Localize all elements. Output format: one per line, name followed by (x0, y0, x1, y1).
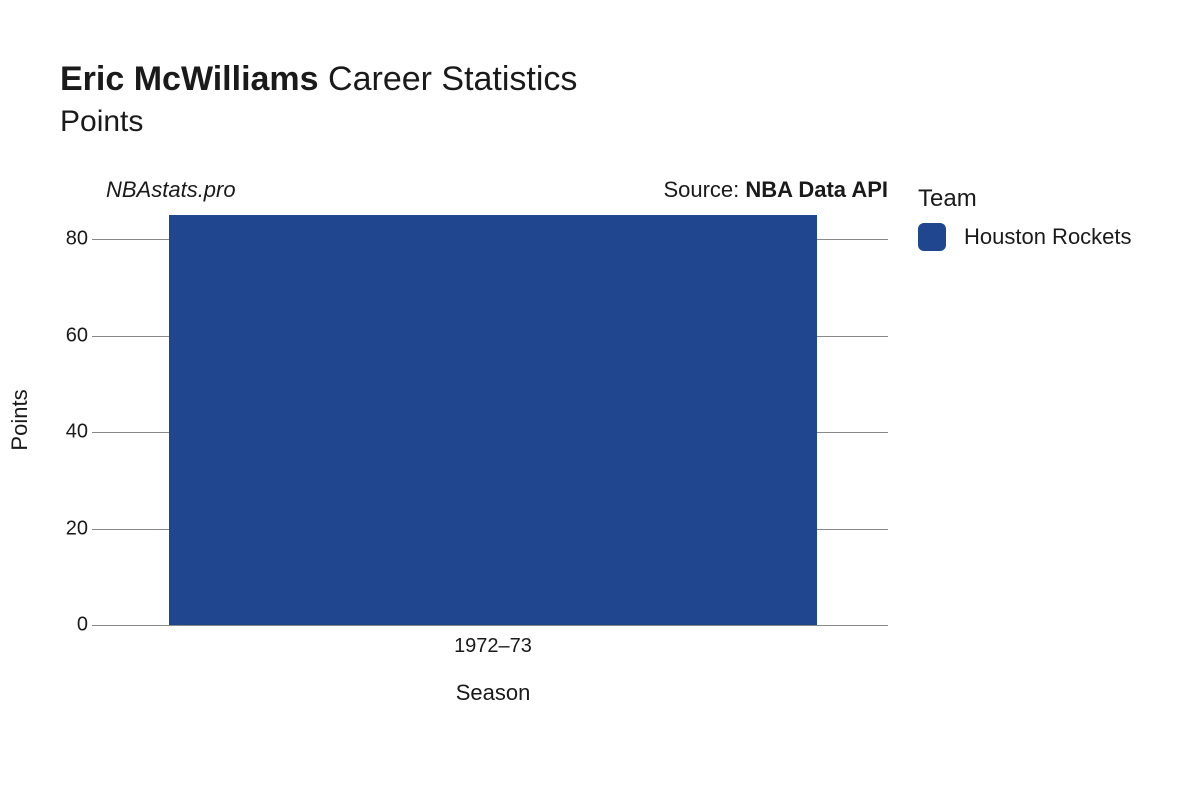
legend-title: Team (918, 185, 1132, 213)
x-tick-label: 1972–73 (454, 625, 532, 658)
y-tick-label: 40 (66, 421, 98, 444)
title-player-name: Eric McWilliams (60, 60, 319, 98)
legend: Team Houston Rockets (918, 185, 1132, 251)
chart-subtitle: Points (60, 105, 577, 139)
chart-title-block: Eric McWilliams Career Statistics Points (60, 60, 577, 139)
chart-container: Eric McWilliams Career Statistics Points… (0, 0, 1200, 800)
y-tick-label: 20 (66, 517, 98, 540)
title-suffix: Career Statistics (328, 60, 577, 98)
plot-area: 0204060801972–73 (98, 215, 888, 625)
x-axis-title: Season (456, 680, 531, 706)
source-attribution: Source: NBA Data API (663, 177, 888, 203)
y-tick-label: 60 (66, 324, 98, 347)
y-axis-title: Points (7, 389, 33, 450)
legend-item: Houston Rockets (918, 223, 1132, 251)
legend-swatch (918, 223, 946, 251)
y-tick-label: 0 (77, 614, 98, 637)
source-name: NBA Data API (745, 177, 888, 202)
legend-label: Houston Rockets (964, 224, 1132, 250)
source-prefix: Source: (663, 177, 745, 202)
y-tick-label: 80 (66, 228, 98, 251)
bar (169, 215, 817, 625)
watermark-text: NBAstats.pro (106, 177, 236, 203)
legend-items: Houston Rockets (918, 223, 1132, 251)
chart-title: Eric McWilliams Career Statistics (60, 60, 577, 99)
